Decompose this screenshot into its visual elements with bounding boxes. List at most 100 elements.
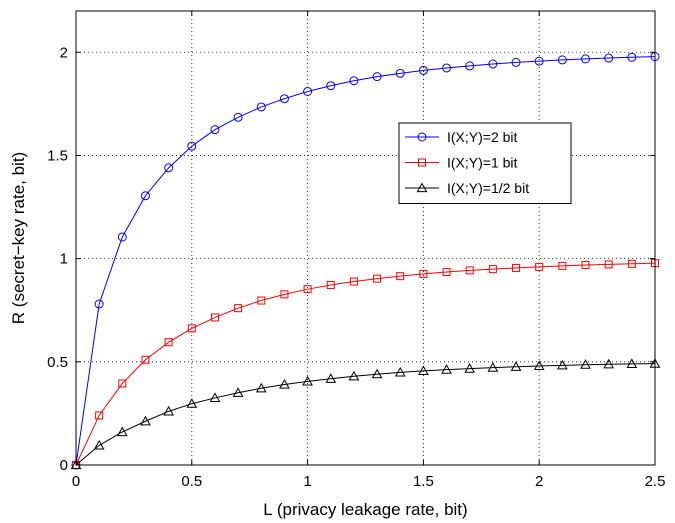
series-0-point-8 xyxy=(256,102,266,112)
series-0-point-15 xyxy=(418,65,428,75)
plot-frame xyxy=(75,10,656,466)
series-0-point-7 xyxy=(233,112,243,122)
series-2-point-2 xyxy=(116,426,128,437)
series-0-point-23 xyxy=(604,53,614,63)
series-2 xyxy=(70,358,661,470)
series-2-point-4 xyxy=(163,405,174,416)
legend-entries: I(X;Y)=2 bit I(X;Y)=1 bit I(X;Y)=1/2 bit xyxy=(405,129,529,196)
legend-entry-0: I(X;Y)=2 bit xyxy=(405,129,518,145)
series-0-point-24 xyxy=(627,52,637,62)
series-2-point-1 xyxy=(93,439,105,450)
x-tick-label-3: 1.5 xyxy=(413,473,434,490)
series-0-point-21 xyxy=(557,55,567,65)
series-1-point-14 xyxy=(396,272,405,281)
series-layer xyxy=(70,52,661,470)
series-0-point-14 xyxy=(395,68,405,78)
series-2-point-15 xyxy=(418,365,429,375)
series-2-point-9 xyxy=(279,378,290,389)
series-1 xyxy=(72,259,659,469)
tick-labels: 0 0.5 1 1.5 2 2.5 0 0.5 1 1.5 2 xyxy=(47,44,665,490)
legend-label-0: I(X;Y)=2 bit xyxy=(447,129,518,145)
series-1-point-8 xyxy=(257,296,266,305)
series-2-point-7 xyxy=(232,387,244,397)
series-1-point-13 xyxy=(373,274,382,283)
y-tick-label-1: 0.5 xyxy=(47,354,68,371)
series-1-point-5 xyxy=(187,324,196,333)
series-1-point-10 xyxy=(303,285,312,294)
series-0-point-18 xyxy=(488,59,498,69)
series-1-point-9 xyxy=(280,290,289,299)
series-0-point-13 xyxy=(372,72,382,82)
series-1-point-19 xyxy=(512,263,521,272)
series-1-point-3 xyxy=(141,355,150,364)
series-0-point-11 xyxy=(326,81,336,91)
series-2-point-13 xyxy=(371,368,383,379)
y-tick-label-4: 2 xyxy=(60,44,68,61)
x-tick-label-2: 1 xyxy=(303,473,311,490)
legend-box xyxy=(398,122,572,204)
series-1-point-22 xyxy=(581,261,590,270)
series-2-point-10 xyxy=(302,375,313,386)
series-2-point-19 xyxy=(510,361,522,371)
series-line-2 xyxy=(75,363,656,466)
series-0-point-4 xyxy=(164,163,174,173)
series-2-point-21 xyxy=(557,359,568,370)
y-tick-label-3: 1.5 xyxy=(47,147,68,164)
y-tick-label-0: 0 xyxy=(60,457,68,474)
series-1-point-16 xyxy=(442,268,451,277)
legend-label-2: I(X;Y)=1/2 bit xyxy=(447,180,529,196)
series-2-point-8 xyxy=(255,382,267,393)
x-tick-label-0: 0 xyxy=(72,473,80,490)
legend-label-1: I(X;Y)=1 bit xyxy=(447,155,518,171)
series-1-point-7 xyxy=(234,304,243,313)
series-2-point-17 xyxy=(464,363,476,373)
series-1-point-1 xyxy=(95,411,104,420)
legend-marker-2 xyxy=(416,182,428,193)
series-0-point-20 xyxy=(534,56,544,66)
x-tick-label-1: 0.5 xyxy=(181,473,202,490)
series-2-point-18 xyxy=(487,362,499,372)
series-2-point-23 xyxy=(603,358,615,369)
legend-entry-1: I(X;Y)=1 bit xyxy=(405,155,518,171)
axis-ticks xyxy=(75,11,656,466)
series-0-point-9 xyxy=(279,94,289,104)
series-1-point-23 xyxy=(604,260,613,269)
series-1-point-24 xyxy=(627,259,636,268)
series-1-point-12 xyxy=(349,277,358,286)
y-axis-label: R (secret−key rate, bit) xyxy=(9,152,28,324)
series-0-point-2 xyxy=(117,232,127,242)
series-0-point-10 xyxy=(303,86,313,96)
series-1-point-18 xyxy=(488,265,497,274)
series-2-point-3 xyxy=(140,415,151,426)
legend-marker-0 xyxy=(417,132,427,142)
series-2-point-6 xyxy=(209,392,221,403)
series-1-point-6 xyxy=(210,313,219,322)
x-tick-label-5: 2.5 xyxy=(645,473,666,490)
series-2-point-11 xyxy=(325,373,337,383)
legend-entry-2: I(X;Y)=1/2 bit xyxy=(405,180,529,196)
series-0-point-6 xyxy=(210,125,220,135)
series-1-point-20 xyxy=(535,262,544,271)
series-2-point-20 xyxy=(533,360,545,371)
series-1-point-15 xyxy=(419,269,428,278)
legend-marker-1 xyxy=(418,158,426,167)
series-1-point-11 xyxy=(326,281,335,290)
y-tick-label-2: 1 xyxy=(60,251,68,268)
series-1-point-4 xyxy=(164,338,173,347)
series-2-point-16 xyxy=(441,364,452,374)
series-0-point-3 xyxy=(140,191,150,201)
series-0-point-5 xyxy=(187,141,197,151)
series-0-point-17 xyxy=(465,61,475,71)
grid-lines xyxy=(76,11,655,465)
series-0-point-1 xyxy=(94,299,104,309)
series-0-point-22 xyxy=(581,54,591,64)
series-2-point-22 xyxy=(580,359,591,369)
series-1-point-21 xyxy=(558,261,567,270)
x-tick-label-4: 2 xyxy=(535,473,543,490)
series-0-point-19 xyxy=(511,57,521,67)
series-1-point-2 xyxy=(118,379,127,388)
series-0-point-16 xyxy=(442,63,452,73)
series-2-point-14 xyxy=(394,366,406,377)
